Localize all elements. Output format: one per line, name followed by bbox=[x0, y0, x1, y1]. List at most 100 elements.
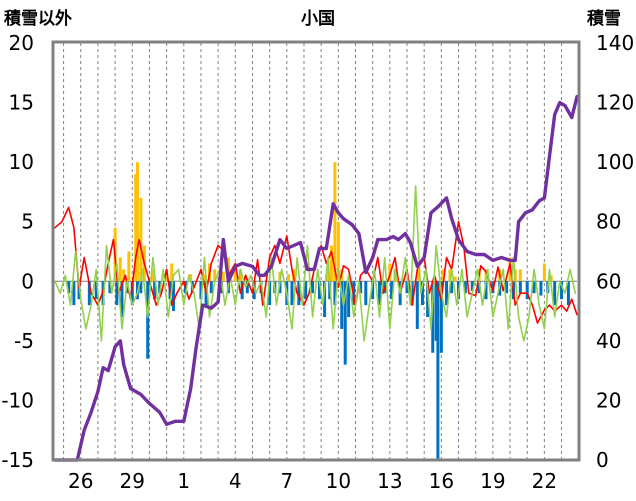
precip-bar bbox=[539, 281, 543, 296]
precip-bar bbox=[525, 281, 529, 300]
right-tick-label: 100 bbox=[596, 150, 634, 174]
precip-bar bbox=[153, 281, 157, 300]
snowfall-bar bbox=[221, 271, 225, 282]
precip-bar bbox=[410, 281, 414, 306]
precip-bar bbox=[450, 281, 454, 294]
left-tick-label: -15 bbox=[1, 448, 34, 472]
snowfall-bar bbox=[122, 269, 126, 282]
precip-bar bbox=[139, 281, 143, 294]
precip-bar bbox=[340, 281, 344, 329]
precip-bar bbox=[67, 281, 71, 294]
snowfall-bar bbox=[135, 162, 139, 282]
precip-bar bbox=[158, 281, 162, 294]
snowfall-bar bbox=[484, 269, 488, 282]
snowfall-bar bbox=[244, 275, 248, 282]
snowfall-bar bbox=[329, 245, 333, 282]
chart-title: 小国 bbox=[301, 9, 335, 29]
x-tick-label: 1 bbox=[177, 469, 190, 493]
snowfall-bar bbox=[518, 269, 522, 282]
left-tick-label: 5 bbox=[21, 210, 34, 234]
right-tick-label: 80 bbox=[596, 210, 621, 234]
precip-bar bbox=[405, 281, 409, 294]
precip-bar bbox=[220, 281, 224, 294]
plot-frame bbox=[51, 40, 581, 462]
right-tick-label: 120 bbox=[596, 91, 634, 115]
precip-bar bbox=[146, 281, 150, 359]
precip-bar bbox=[333, 281, 337, 306]
temp-change-line bbox=[54, 185, 577, 342]
x-tick-label: 26 bbox=[68, 469, 93, 493]
left-tick-label: 0 bbox=[21, 269, 34, 293]
precip-bar bbox=[278, 281, 282, 294]
precip-bar bbox=[439, 281, 443, 353]
snowfall-bar bbox=[326, 259, 330, 282]
precip-bar bbox=[317, 281, 321, 300]
x-tick-label: 4 bbox=[229, 469, 242, 493]
snowfall-bar bbox=[441, 269, 445, 282]
precip-bar bbox=[436, 281, 440, 460]
left-tick-label: -5 bbox=[14, 329, 34, 353]
precip-bar bbox=[343, 281, 347, 365]
snowfall-bar bbox=[336, 221, 340, 282]
precip-bar bbox=[171, 281, 175, 312]
precip-bar bbox=[463, 281, 467, 294]
precip-bar bbox=[445, 281, 448, 306]
precip-bar bbox=[304, 281, 308, 300]
precip-bar bbox=[532, 281, 536, 294]
x-tick-label: 22 bbox=[532, 469, 557, 493]
x-tick-label: 16 bbox=[429, 469, 454, 493]
precip-bar bbox=[120, 281, 124, 318]
precip-bar bbox=[199, 281, 203, 300]
snowfall-bar bbox=[118, 257, 122, 282]
left-tick-label: -10 bbox=[1, 388, 34, 412]
series-lines bbox=[53, 94, 579, 462]
precip-bar bbox=[240, 281, 244, 300]
right-axis-title: 積雪 bbox=[587, 8, 621, 29]
x-tick-label: 19 bbox=[480, 469, 505, 493]
snowfall-bar bbox=[238, 269, 242, 282]
x-tick-label: 29 bbox=[120, 469, 145, 493]
precip-bar bbox=[420, 281, 424, 306]
precip-bar bbox=[297, 281, 301, 306]
precip-bar bbox=[130, 281, 134, 306]
right-tick-label: 0 bbox=[596, 448, 609, 472]
snowfall-bar bbox=[233, 269, 237, 282]
precip-bar bbox=[209, 281, 213, 294]
snowfall-bar bbox=[542, 263, 546, 282]
snowfall-bar bbox=[287, 274, 291, 282]
precip-bar bbox=[477, 281, 481, 294]
snowfall-bar bbox=[134, 174, 138, 282]
precip-bar bbox=[431, 281, 435, 353]
snowfall-bar bbox=[448, 269, 452, 282]
snowfall-bar bbox=[165, 269, 169, 282]
right-tick-label: 40 bbox=[596, 329, 621, 353]
right-tick-label: 60 bbox=[596, 269, 621, 293]
snowfall-bar bbox=[127, 251, 131, 282]
snowfall-bar bbox=[202, 274, 206, 282]
precip-bar bbox=[108, 281, 112, 294]
snowfall-bar bbox=[213, 269, 217, 282]
precip-bar bbox=[94, 281, 98, 300]
left-tick-label: 15 bbox=[9, 91, 34, 115]
precip-bar bbox=[415, 281, 419, 329]
snowfall-bar bbox=[189, 274, 193, 282]
precip-bar bbox=[87, 281, 91, 306]
precip-bar bbox=[553, 281, 557, 306]
left-tick-label: 20 bbox=[9, 31, 34, 55]
snowfall-bar bbox=[417, 269, 421, 282]
precip-bar bbox=[323, 281, 327, 318]
right-tick-label: 20 bbox=[596, 388, 621, 412]
precip-bar bbox=[470, 281, 474, 291]
precip-bar bbox=[566, 281, 570, 306]
left-tick-label: 10 bbox=[9, 150, 34, 174]
x-axis-ticks: 26 29 1 4 7 10 13 16 19 22 bbox=[68, 469, 557, 493]
snowfall-bar bbox=[453, 276, 457, 282]
left-axis-ticks: 20 15 10 5 0 -5 -10 -15 bbox=[1, 31, 34, 472]
snow-depth-line bbox=[53, 94, 579, 462]
precip-bar bbox=[115, 281, 119, 306]
precip-bar bbox=[347, 281, 351, 318]
precip-bar bbox=[290, 281, 294, 306]
precip-bar bbox=[505, 281, 509, 294]
precip-bar bbox=[518, 281, 522, 294]
